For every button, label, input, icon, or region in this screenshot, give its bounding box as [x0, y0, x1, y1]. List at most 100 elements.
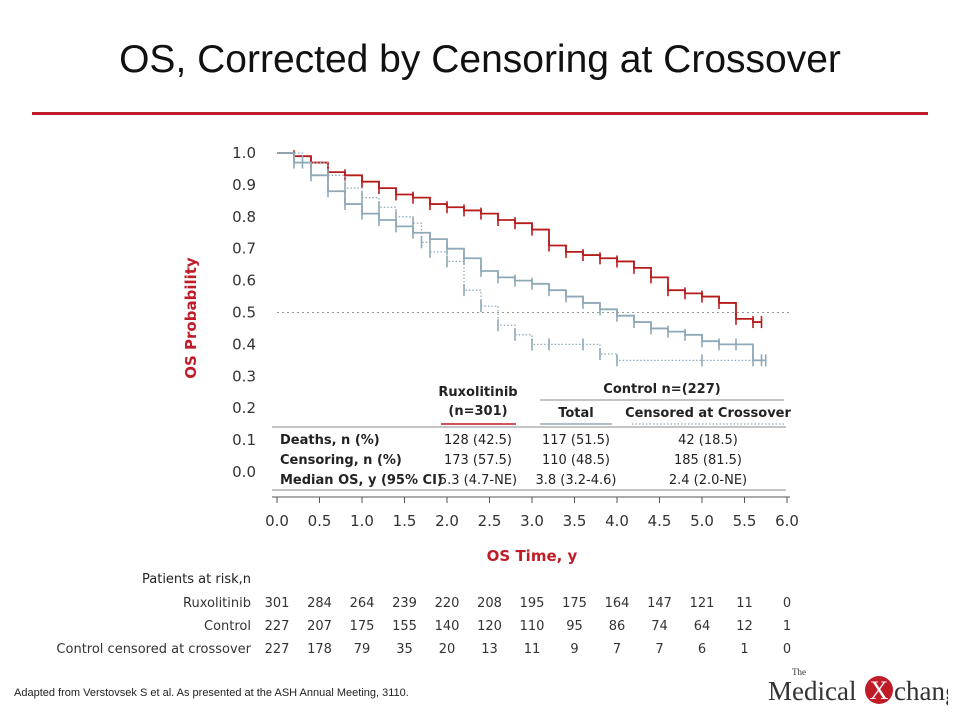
at-risk-cell: 264	[350, 596, 375, 611]
x-tick-label: 4.0	[605, 512, 629, 530]
logo-left-text: Medical	[768, 676, 856, 706]
x-tick-label: 2.5	[478, 512, 502, 530]
x-tick-label: 1.5	[393, 512, 417, 530]
at-risk-cell: 227	[265, 642, 290, 657]
table-cell: 173 (57.5)	[444, 453, 512, 468]
at-risk-cell: 20	[439, 642, 456, 657]
x-tick-label: 5.0	[690, 512, 714, 530]
y-tick-label: 0.0	[232, 463, 256, 481]
x-tick-label: 0.0	[265, 512, 289, 530]
at-risk-cell: 1	[740, 642, 748, 657]
at-risk-cell: 95	[566, 619, 583, 634]
table-col-censored: Censored at Crossover	[625, 406, 791, 421]
y-tick-label: 0.8	[232, 208, 256, 226]
footnote: Adapted from Verstovsek S et al. As pres…	[14, 687, 409, 699]
at-risk-cell: 147	[647, 596, 672, 611]
km-curve-total	[277, 152, 766, 362]
at-risk-cell: 178	[307, 642, 332, 657]
x-tick-label: 6.0	[775, 512, 799, 530]
at-risk-cell: 121	[690, 596, 715, 611]
table-cell: 128 (42.5)	[444, 433, 512, 448]
at-risk-cell: 301	[265, 596, 290, 611]
at-risk-cell: 64	[694, 619, 711, 634]
at-risk-cell: 74	[651, 619, 668, 634]
logo-x-letter: X	[870, 676, 889, 705]
at-risk-cell: 164	[605, 596, 630, 611]
at-risk-cell: 13	[481, 642, 498, 657]
stats-table-bg	[272, 374, 786, 494]
x-tick-label: 3.5	[563, 512, 587, 530]
x-tick-label: 5.5	[733, 512, 757, 530]
x-tick-label: 1.0	[350, 512, 374, 530]
logo-small-text: The	[792, 667, 806, 677]
y-tick-label: 1.0	[232, 144, 256, 162]
table-cell: 110 (48.5)	[542, 453, 610, 468]
y-tick-label: 0.9	[232, 176, 256, 194]
at-risk-cell: 284	[307, 596, 332, 611]
logo-x-icon	[865, 676, 893, 704]
y-tick-label: 0.3	[232, 367, 256, 385]
km-curve-ruxolitinib	[277, 152, 762, 323]
at-risk-cell: 1	[783, 619, 791, 634]
table-group1-label: Ruxolitinib	[438, 385, 517, 400]
logo-right-text: change	[894, 676, 948, 706]
at-risk-cell: 0	[783, 642, 791, 657]
at-risk-cell: 86	[609, 619, 626, 634]
km-curve-censored-at-crossover	[277, 152, 762, 361]
at-risk-heading: Patients at risk,n	[142, 572, 251, 587]
at-risk-cell: 110	[520, 619, 545, 634]
at-risk-cell: 12	[736, 619, 753, 634]
at-risk-row-label: Control censored at crossover	[56, 642, 251, 657]
at-risk-cell: 140	[435, 619, 460, 634]
at-risk-cell: 6	[698, 642, 706, 657]
at-risk-cell: 11	[524, 642, 541, 657]
table-group1-sub: (n=301)	[448, 404, 507, 419]
at-risk-cell: 0	[783, 596, 791, 611]
at-risk-cell: 207	[307, 619, 332, 634]
table-cell: 2.4 (2.0-NE)	[669, 473, 747, 488]
at-risk-cell: 208	[477, 596, 502, 611]
at-risk-cell: 155	[392, 619, 417, 634]
medical-xchange-logo: The Medical X change	[768, 664, 960, 708]
x-tick-label: 3.0	[520, 512, 544, 530]
at-risk-cell: 79	[354, 642, 371, 657]
at-risk-cell: 7	[613, 642, 621, 657]
y-tick-label: 0.5	[232, 304, 256, 322]
at-risk-cell: 7	[655, 642, 663, 657]
at-risk-row-label: Ruxolitinib	[183, 596, 251, 611]
y-tick-label: 0.4	[232, 335, 256, 353]
table-row-label: Median OS, y (95% CI)	[280, 473, 443, 488]
table-row-label: Censoring, n (%)	[280, 453, 402, 468]
at-risk-cell: 35	[396, 642, 413, 657]
y-tick-label: 0.7	[232, 240, 256, 258]
x-tick-label: 4.5	[648, 512, 672, 530]
y-tick-label: 0.6	[232, 272, 256, 290]
y-axis-title: OS Probability	[182, 257, 200, 379]
at-risk-cell: 239	[392, 596, 417, 611]
table-cell: 42 (18.5)	[678, 433, 738, 448]
at-risk-row-label: Control	[204, 619, 251, 634]
title-divider	[32, 112, 928, 115]
x-tick-label: 0.5	[308, 512, 332, 530]
table-cell: 185 (81.5)	[674, 453, 742, 468]
at-risk-cell: 9	[570, 642, 578, 657]
table-cell: 117 (51.5)	[542, 433, 610, 448]
at-risk-cell: 227	[265, 619, 290, 634]
x-axis-title: OS Time, y	[487, 547, 578, 565]
table-cell: 3.8 (3.2-4.6)	[536, 473, 617, 488]
table-row-label: Deaths, n (%)	[280, 433, 380, 448]
at-risk-cell: 220	[435, 596, 460, 611]
table-group2-label: Control n=(227)	[603, 382, 720, 397]
table-col-total: Total	[558, 406, 594, 421]
at-risk-cell: 11	[736, 596, 753, 611]
at-risk-cell: 120	[477, 619, 502, 634]
at-risk-cell: 195	[520, 596, 545, 611]
x-tick-label: 2.0	[435, 512, 459, 530]
km-chart: 0.0 0.1 0.2 0.3 0.4 0.5 0.6 0.7 0.8 0.9 1.0 0.0 0.5 1…	[56, 144, 799, 657]
y-tick-label: 0.2	[232, 399, 256, 417]
at-risk-cell: 175	[562, 596, 587, 611]
at-risk-cell: 175	[350, 619, 375, 634]
slide-title: OS, Corrected by Censoring at Crossover	[119, 38, 841, 81]
y-tick-label: 0.1	[232, 431, 256, 449]
table-cell: 5.3 (4.7-NE)	[439, 473, 517, 488]
